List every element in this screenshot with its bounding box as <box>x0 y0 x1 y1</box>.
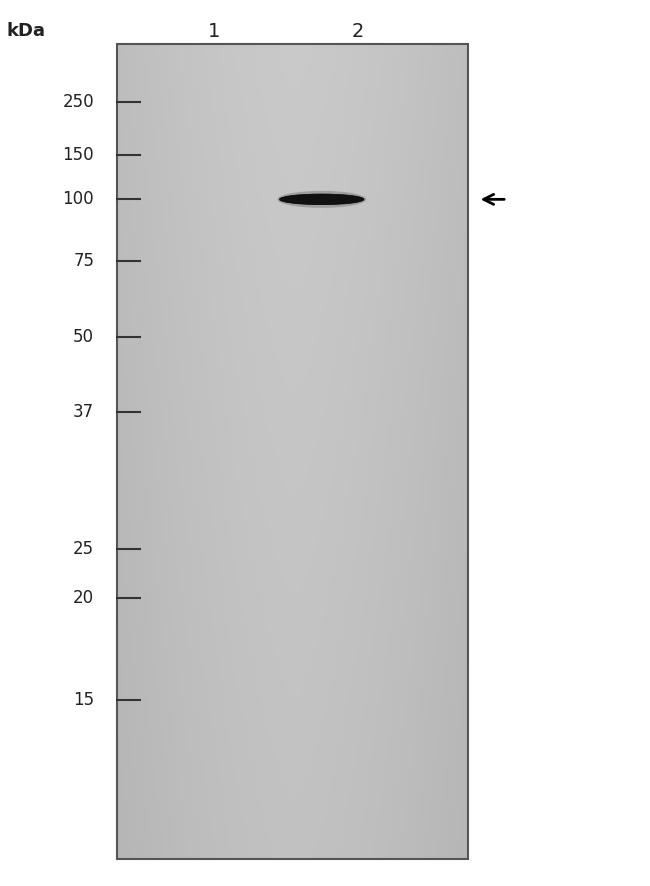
Text: 150: 150 <box>62 146 94 164</box>
Text: 50: 50 <box>73 328 94 346</box>
Ellipse shape <box>280 194 364 205</box>
Bar <box>117 44 468 859</box>
Text: 20: 20 <box>73 589 94 607</box>
Text: 15: 15 <box>73 691 94 709</box>
Ellipse shape <box>278 190 366 208</box>
Text: 2: 2 <box>351 21 364 41</box>
Text: 37: 37 <box>73 403 94 421</box>
Text: 250: 250 <box>62 93 94 111</box>
Text: 75: 75 <box>73 253 94 270</box>
Text: kDa: kDa <box>6 22 46 40</box>
Text: 1: 1 <box>208 21 221 41</box>
Text: 100: 100 <box>62 190 94 208</box>
Text: 25: 25 <box>73 540 94 558</box>
